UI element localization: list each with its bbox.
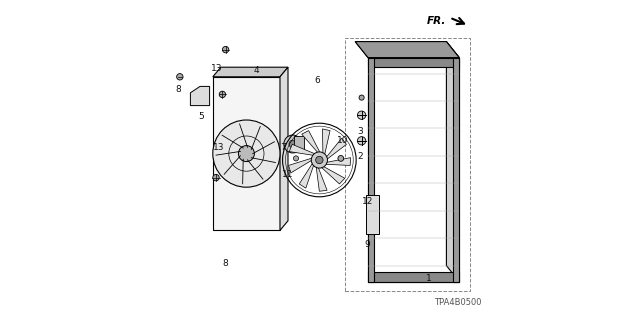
Text: 13: 13	[213, 143, 224, 152]
Polygon shape	[326, 138, 346, 160]
Polygon shape	[368, 58, 374, 282]
Polygon shape	[355, 42, 460, 58]
Text: 6: 6	[314, 76, 319, 84]
Polygon shape	[300, 162, 314, 188]
Polygon shape	[368, 272, 460, 282]
Circle shape	[212, 174, 219, 181]
Text: TPA4B0500: TPA4B0500	[434, 298, 481, 307]
Circle shape	[238, 146, 255, 162]
Bar	[294, 136, 304, 152]
Text: 1: 1	[426, 274, 431, 283]
Text: FR.: FR.	[427, 16, 447, 26]
Polygon shape	[289, 144, 316, 156]
Polygon shape	[321, 166, 345, 184]
Circle shape	[357, 111, 366, 119]
Bar	[366, 195, 379, 234]
Circle shape	[289, 140, 296, 148]
Text: 2: 2	[358, 152, 364, 161]
Text: 13: 13	[211, 64, 223, 73]
Polygon shape	[453, 58, 460, 282]
Polygon shape	[191, 86, 210, 106]
Circle shape	[219, 91, 226, 98]
Polygon shape	[280, 67, 288, 230]
Text: 7: 7	[280, 143, 286, 152]
Text: 8: 8	[176, 85, 181, 94]
Polygon shape	[324, 158, 351, 165]
Text: 5: 5	[199, 112, 204, 121]
Text: 4: 4	[253, 66, 259, 75]
Polygon shape	[316, 166, 327, 191]
Circle shape	[293, 156, 298, 161]
Circle shape	[359, 95, 364, 100]
Circle shape	[177, 74, 183, 80]
Polygon shape	[301, 131, 321, 154]
Polygon shape	[323, 129, 330, 156]
Text: 3: 3	[358, 127, 364, 136]
Polygon shape	[355, 42, 460, 58]
Text: 8: 8	[223, 260, 228, 268]
Text: 12: 12	[362, 197, 373, 206]
Circle shape	[338, 156, 344, 161]
Circle shape	[311, 152, 328, 168]
Text: 10: 10	[337, 136, 348, 145]
Circle shape	[316, 156, 323, 164]
Polygon shape	[212, 67, 288, 77]
Circle shape	[284, 135, 302, 153]
Polygon shape	[368, 58, 460, 67]
Polygon shape	[212, 77, 280, 230]
Circle shape	[212, 120, 280, 187]
Polygon shape	[447, 42, 460, 282]
Polygon shape	[289, 158, 313, 173]
Circle shape	[357, 137, 366, 145]
Circle shape	[223, 46, 229, 53]
Text: 9: 9	[365, 240, 370, 249]
Text: 11: 11	[282, 170, 294, 179]
